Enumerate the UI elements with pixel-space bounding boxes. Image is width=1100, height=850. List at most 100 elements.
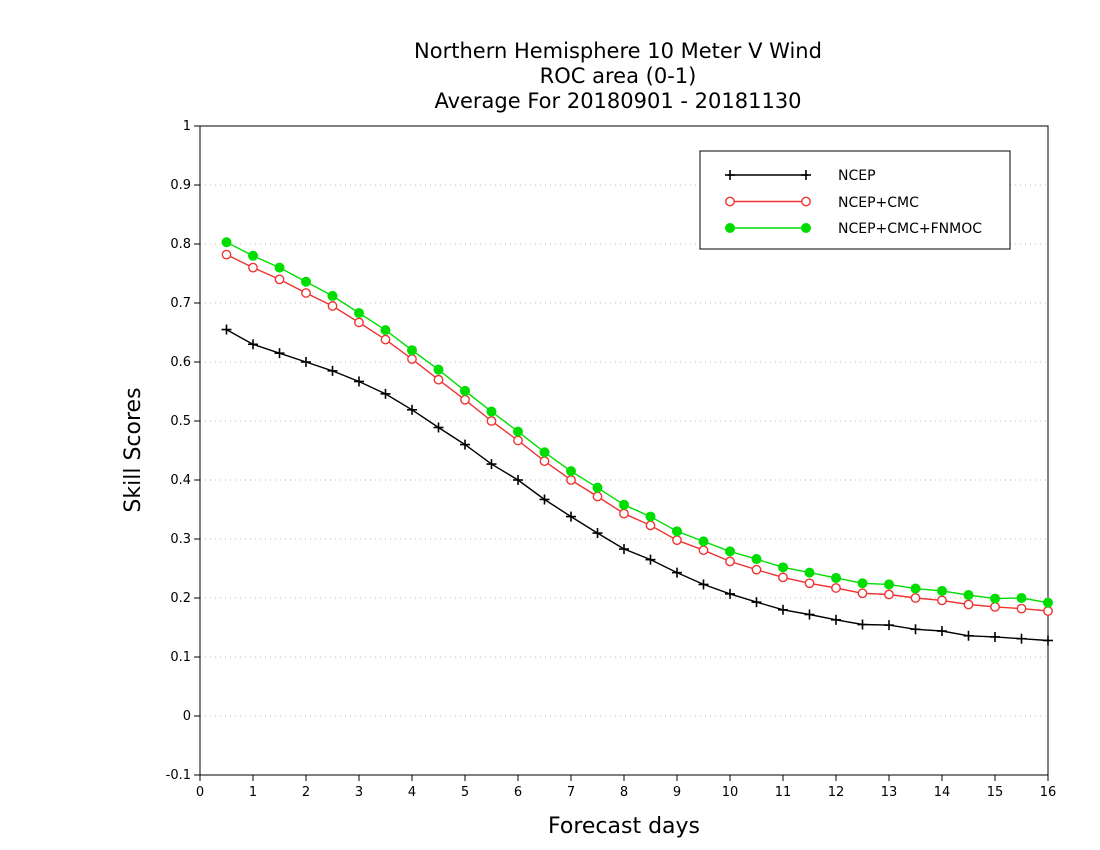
x-tick-label: 8	[620, 785, 628, 800]
data-point-ncep-cmc-fnmoc	[751, 554, 762, 565]
legend-label-ncep-cmc: NCEP+CMC	[838, 195, 919, 211]
y-tick-label: 0	[183, 709, 191, 724]
data-point-ncep	[327, 365, 338, 376]
series-line-ncep-cmc	[226, 253, 1049, 612]
data-point-ncep-cmc	[937, 595, 947, 606]
data-point-ncep-cmc-fnmoc	[592, 482, 603, 493]
data-point-ncep-cmc-fnmoc	[884, 579, 894, 590]
data-point-ncep-cmc	[1043, 606, 1053, 616]
data-point-ncep-cmc-fnmoc	[248, 250, 258, 261]
data-point-ncep-cmc	[460, 394, 470, 405]
data-point-ncep	[619, 544, 629, 555]
y-tick-label: 0.8	[170, 237, 191, 252]
data-point-ncep-cmc-fnmoc	[539, 447, 550, 458]
data-point-ncep	[698, 579, 709, 590]
data-point-ncep	[274, 348, 285, 359]
data-point-ncep	[486, 459, 497, 470]
data-point-ncep-cmc-fnmoc	[407, 345, 417, 356]
data-point-ncep	[884, 620, 894, 631]
legend-box	[699, 150, 1011, 250]
chart-title: Northern Hemisphere 10 Meter V Wind ROC …	[414, 39, 822, 113]
y-axis-label: Skill Scores	[121, 387, 146, 512]
data-point-ncep-cmc-fnmoc	[301, 276, 311, 287]
data-point-ncep-cmc-fnmoc	[513, 426, 523, 437]
data-point-ncep-cmc-fnmoc	[963, 590, 974, 601]
data-point-ncep-cmc-fnmoc	[778, 562, 788, 573]
series-layer	[221, 237, 1053, 646]
x-tick-label: 6	[514, 785, 522, 800]
data-point-ncep	[460, 439, 470, 450]
legend-marker-ncep-cmc-fnmoc	[725, 223, 735, 233]
data-point-ncep-cmc	[380, 334, 391, 345]
data-point-ncep-cmc	[963, 599, 974, 610]
y-tick-label: 0.5	[170, 414, 191, 429]
data-point-ncep-cmc-fnmoc	[380, 325, 391, 336]
x-tick-label: 9	[673, 785, 681, 800]
data-point-ncep-cmc-fnmoc	[433, 364, 444, 375]
data-point-ncep	[1016, 633, 1027, 644]
data-point-ncep-cmc	[831, 583, 841, 593]
data-point-ncep-cmc-fnmoc	[831, 572, 841, 583]
x-tick-label: 3	[355, 785, 363, 800]
y-tick-label: 0.7	[170, 296, 191, 311]
data-point-ncep	[1043, 635, 1053, 646]
x-tick-label: 7	[567, 785, 575, 800]
y-tick-label: 0.9	[170, 178, 191, 193]
data-point-ncep-cmc-fnmoc	[327, 290, 338, 301]
data-point-ncep-cmc-fnmoc	[274, 262, 285, 273]
data-point-ncep-cmc-fnmoc	[1016, 593, 1027, 603]
data-point-ncep	[963, 630, 974, 641]
data-point-ncep-cmc-fnmoc	[486, 406, 497, 417]
y-tick-label: 1	[183, 119, 191, 134]
x-tick-label: 15	[987, 785, 1004, 800]
data-point-ncep-cmc	[990, 601, 1000, 612]
data-point-ncep-cmc	[884, 589, 894, 600]
data-point-ncep-cmc	[301, 288, 311, 298]
data-point-ncep-cmc	[804, 578, 815, 589]
data-point-ncep-cmc	[910, 593, 921, 603]
data-point-ncep-cmc	[221, 249, 232, 260]
x-tick-label: 1	[249, 785, 257, 800]
data-point-ncep-cmc	[672, 535, 682, 546]
data-point-ncep	[539, 494, 550, 505]
data-point-ncep-cmc	[698, 545, 709, 556]
y-axis: -0.1 0 0.1 0.2 0.3 0.4 0.5 0.6 0.7 0.8 0.9 1	[166, 119, 200, 783]
y-tick-label: 0.4	[170, 473, 191, 488]
data-point-ncep-cmc-fnmoc	[619, 499, 629, 510]
data-point-ncep-cmc-fnmoc	[990, 593, 1000, 604]
legend-marker-ncep	[725, 170, 735, 180]
data-point-ncep	[248, 339, 258, 350]
data-point-ncep-cmc	[725, 556, 735, 567]
data-point-ncep-cmc	[248, 262, 258, 273]
data-point-ncep-cmc-fnmoc	[698, 536, 709, 547]
x-axis-label: Forecast days	[548, 814, 700, 839]
data-point-ncep-cmc-fnmoc	[1043, 597, 1053, 608]
data-point-ncep-cmc-fnmoc	[804, 567, 815, 578]
data-point-ncep-cmc	[354, 317, 364, 328]
data-point-ncep	[221, 324, 232, 335]
data-point-ncep-cmc	[327, 301, 338, 311]
chart-title-line-1: Northern Hemisphere 10 Meter V Wind	[414, 39, 822, 63]
data-point-ncep-cmc	[433, 374, 444, 385]
data-point-ncep	[751, 597, 762, 608]
data-point-ncep	[301, 357, 311, 367]
data-point-ncep-cmc	[645, 520, 656, 531]
data-point-ncep	[857, 619, 868, 630]
x-tick-label: 11	[775, 785, 792, 800]
data-point-ncep-cmc	[407, 354, 417, 364]
x-tick-label: 16	[1040, 785, 1057, 800]
data-point-ncep-cmc-fnmoc	[910, 583, 921, 594]
legend-label-ncep-cmc-fnmoc: NCEP+CMC+FNMOC	[838, 221, 982, 237]
legend-marker-ncep	[801, 170, 811, 180]
data-point-ncep	[937, 626, 947, 637]
chart-title-line-2: ROC area (0-1)	[540, 64, 697, 88]
data-point-ncep-cmc	[778, 572, 788, 583]
data-point-ncep-cmc-fnmoc	[354, 308, 364, 319]
data-point-ncep	[566, 511, 576, 522]
data-point-ncep	[804, 609, 815, 620]
chart-title-line-3: Average For 20180901 - 20181130	[434, 89, 801, 113]
data-point-ncep	[513, 475, 523, 485]
x-tick-label: 10	[722, 785, 739, 800]
